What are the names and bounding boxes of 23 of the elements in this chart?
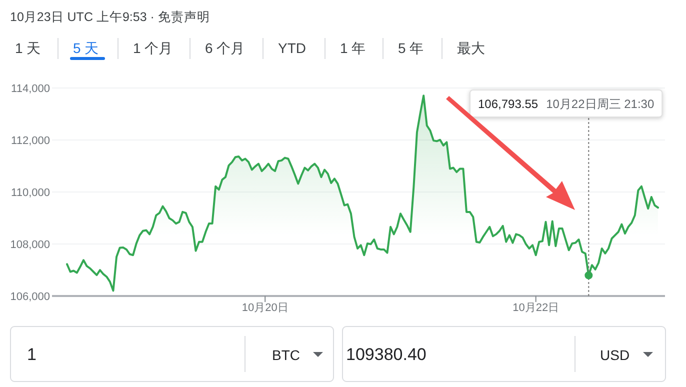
y-tick-label: 112,000 xyxy=(11,135,50,147)
text: 1 xyxy=(27,345,36,364)
text: 1 天 xyxy=(15,40,41,56)
text: 1 年 xyxy=(340,40,366,56)
y-tick-label: 114,000 xyxy=(11,83,50,95)
y-tick-label: 110,000 xyxy=(11,187,50,199)
tooltip: 106,793.55 10月22日周三 21:30 xyxy=(470,90,663,118)
text: 5 年 xyxy=(398,40,424,56)
text: 6 个月 xyxy=(205,40,245,56)
y-tick-label: 106,000 xyxy=(10,291,50,303)
text: USD xyxy=(600,347,630,363)
text: 最大 xyxy=(457,40,485,56)
text: BTC xyxy=(272,347,300,363)
text: 109380.40 xyxy=(346,345,426,364)
text: 1 个月 xyxy=(133,40,173,56)
x-tick-label: 10月22日 xyxy=(512,302,560,314)
y-tick-label: 108,000 xyxy=(10,239,50,251)
text: 5 天 xyxy=(73,40,99,56)
text: YTD xyxy=(278,40,306,56)
annotation: 106,793.55 xyxy=(478,97,538,111)
chart-title: 10月23日 UTC 上午9:53 · 免责声明 xyxy=(10,10,210,24)
annotation: 10月22日周三 21:30 xyxy=(546,97,654,111)
x-tick-label: 10月20日 xyxy=(242,302,288,314)
